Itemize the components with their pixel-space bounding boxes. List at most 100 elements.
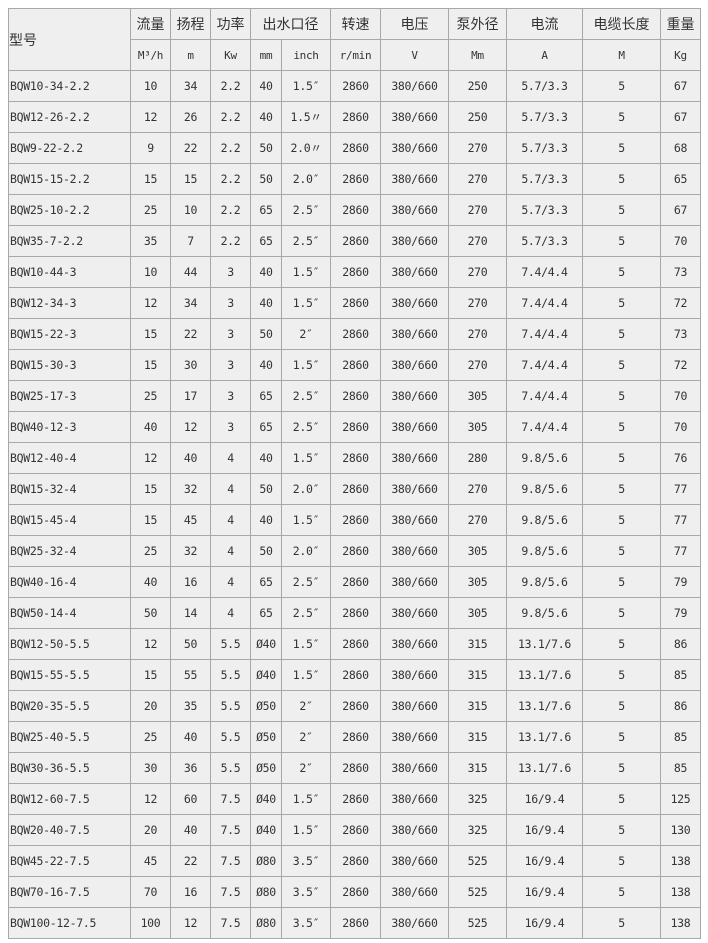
table-row: BQW40-16-4 40 16 4 65 2.5″ 2860 380/660 305 9.8/5… [8, 566, 701, 598]
cell-outlet-inch: 1.5″ [281, 287, 331, 319]
cell-current: 9.8/5.6 [506, 473, 583, 505]
cell-diameter: 270 [448, 318, 507, 350]
cell-head: 34 [170, 70, 211, 102]
cell-weight: 67 [660, 70, 701, 102]
cell-cable: 5 [582, 535, 661, 567]
cell-voltage: 380/660 [380, 566, 449, 598]
cell-cable: 5 [582, 907, 661, 939]
unit-current: A [506, 39, 583, 71]
cell-speed: 2860 [330, 504, 381, 536]
table-row: BQW70-16-7.5 70 16 7.5 Ø80 3.5″ 2860 380/660 525… [8, 876, 701, 908]
pump-spec-table: 型号 流量 扬程 功率 出水口径 转速 电压 泵外径 电流 电缆长度 重量 M³… [8, 8, 701, 939]
cell-diameter: 270 [448, 287, 507, 319]
cell-cable: 5 [582, 132, 661, 164]
cell-flow: 10 [130, 70, 171, 102]
cell-weight: 79 [660, 597, 701, 629]
cell-flow: 70 [130, 876, 171, 908]
cell-model: BQW15-15-2.2 [8, 163, 131, 195]
cell-power: 4 [210, 442, 251, 474]
cell-cable: 5 [582, 411, 661, 443]
cell-model: BQW10-34-2.2 [8, 70, 131, 102]
unit-weight: Kg [660, 39, 701, 71]
cell-outlet-inch: 2″ [281, 721, 331, 753]
cell-cable: 5 [582, 597, 661, 629]
cell-speed: 2860 [330, 907, 381, 939]
cell-outlet-mm: Ø50 [250, 752, 282, 784]
cell-head: 17 [170, 380, 211, 412]
cell-weight: 67 [660, 101, 701, 133]
cell-voltage: 380/660 [380, 845, 449, 877]
cell-outlet-mm: Ø80 [250, 845, 282, 877]
cell-model: BQW100-12-7.5 [8, 907, 131, 939]
unit-mm: mm [250, 39, 282, 71]
cell-current: 16/9.4 [506, 907, 583, 939]
cell-model: BQW25-17-3 [8, 380, 131, 412]
cell-current: 7.4/4.4 [506, 287, 583, 319]
cell-model: BQW30-36-5.5 [8, 752, 131, 784]
cell-outlet-inch: 2.5″ [281, 380, 331, 412]
cell-cable: 5 [582, 814, 661, 846]
table-row: BQW15-45-4 15 45 4 40 1.5″ 2860 380/660 270 9.8/5… [8, 504, 701, 536]
cell-outlet-mm: 40 [250, 349, 282, 381]
cell-speed: 2860 [330, 473, 381, 505]
cell-current: 5.7/3.3 [506, 70, 583, 102]
table-row: BQW25-32-4 25 32 4 50 2.0″ 2860 380/660 305 9.8/5… [8, 535, 701, 567]
cell-model: BQW9-22-2.2 [8, 132, 131, 164]
cell-cable: 5 [582, 194, 661, 226]
cell-cable: 5 [582, 473, 661, 505]
cell-head: 35 [170, 690, 211, 722]
cell-diameter: 315 [448, 690, 507, 722]
cell-head: 44 [170, 256, 211, 288]
cell-outlet-mm: Ø40 [250, 814, 282, 846]
cell-current: 9.8/5.6 [506, 504, 583, 536]
cell-weight: 76 [660, 442, 701, 474]
cell-outlet-mm: 65 [250, 225, 282, 257]
cell-cable: 5 [582, 566, 661, 598]
cell-outlet-mm: 40 [250, 70, 282, 102]
cell-head: 34 [170, 287, 211, 319]
cell-voltage: 380/660 [380, 876, 449, 908]
cell-head: 50 [170, 628, 211, 660]
cell-voltage: 380/660 [380, 70, 449, 102]
cell-power: 2.2 [210, 194, 251, 226]
cell-current: 13.1/7.6 [506, 752, 583, 784]
cell-outlet-inch: 2.0〃 [281, 132, 331, 164]
cell-voltage: 380/660 [380, 504, 449, 536]
cell-outlet-inch: 2.5″ [281, 411, 331, 443]
cell-power: 5.5 [210, 721, 251, 753]
cell-current: 7.4/4.4 [506, 380, 583, 412]
cell-model: BQW50-14-4 [8, 597, 131, 629]
table-row: BQW12-50-5.5 12 50 5.5 Ø40 1.5″ 2860 380/660 315… [8, 628, 701, 660]
table-row: BQW45-22-7.5 45 22 7.5 Ø80 3.5″ 2860 380/660 525… [8, 845, 701, 877]
cell-diameter: 305 [448, 566, 507, 598]
cell-voltage: 380/660 [380, 163, 449, 195]
cell-current: 16/9.4 [506, 876, 583, 908]
cell-speed: 2860 [330, 411, 381, 443]
cell-power: 5.5 [210, 659, 251, 691]
cell-flow: 40 [130, 566, 171, 598]
cell-flow: 40 [130, 411, 171, 443]
cell-speed: 2860 [330, 721, 381, 753]
cell-current: 7.4/4.4 [506, 349, 583, 381]
table-row: BQW10-34-2.2 10 34 2.2 40 1.5″ 2860 380/660 250 5… [8, 70, 701, 102]
cell-outlet-inch: 3.5″ [281, 876, 331, 908]
cell-voltage: 380/660 [380, 318, 449, 350]
table-row: BQW15-22-3 15 22 3 50 2″ 2860 380/660 270 7.4/4.4… [8, 318, 701, 350]
cell-outlet-mm: 65 [250, 380, 282, 412]
cell-flow: 35 [130, 225, 171, 257]
cell-power: 4 [210, 504, 251, 536]
cell-flow: 25 [130, 721, 171, 753]
cell-model: BQW12-26-2.2 [8, 101, 131, 133]
cell-power: 3 [210, 318, 251, 350]
cell-flow: 15 [130, 659, 171, 691]
cell-weight: 70 [660, 380, 701, 412]
cell-model: BQW35-7-2.2 [8, 225, 131, 257]
cell-voltage: 380/660 [380, 783, 449, 815]
cell-weight: 67 [660, 194, 701, 226]
cell-flow: 30 [130, 752, 171, 784]
cell-voltage: 380/660 [380, 690, 449, 722]
table-row: BQW10-44-3 10 44 3 40 1.5″ 2860 380/660 270 7.4/4… [8, 256, 701, 288]
cell-diameter: 250 [448, 70, 507, 102]
unit-flow: M³/h [130, 39, 171, 71]
header-speed: 转速 [330, 8, 381, 40]
